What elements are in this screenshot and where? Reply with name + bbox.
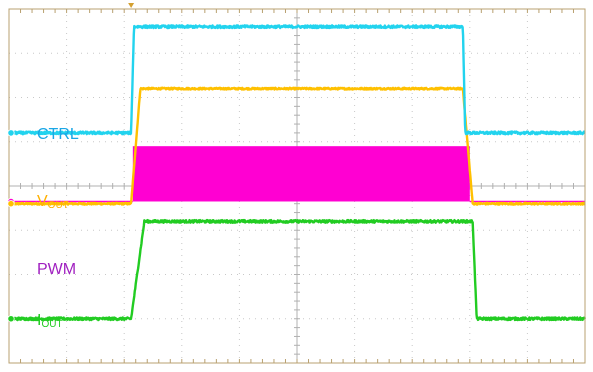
vout-label: VOUT [37,193,69,211]
vout-ground-marker [7,200,15,208]
iout-ground-marker [7,315,15,323]
traces [7,24,587,322]
trigger-marker [128,3,135,8]
ctrl-trace [8,24,586,136]
vout-trace [8,86,586,206]
pwm-label: PWM [37,261,76,278]
iout-label: IOUT [37,312,63,330]
pwm-burst [132,146,470,202]
plot-frame [8,8,586,364]
iout-trace [7,218,587,322]
ctrl-label: CTRL [37,126,79,143]
ctrl-ground-marker [7,129,15,137]
markers [7,3,135,323]
